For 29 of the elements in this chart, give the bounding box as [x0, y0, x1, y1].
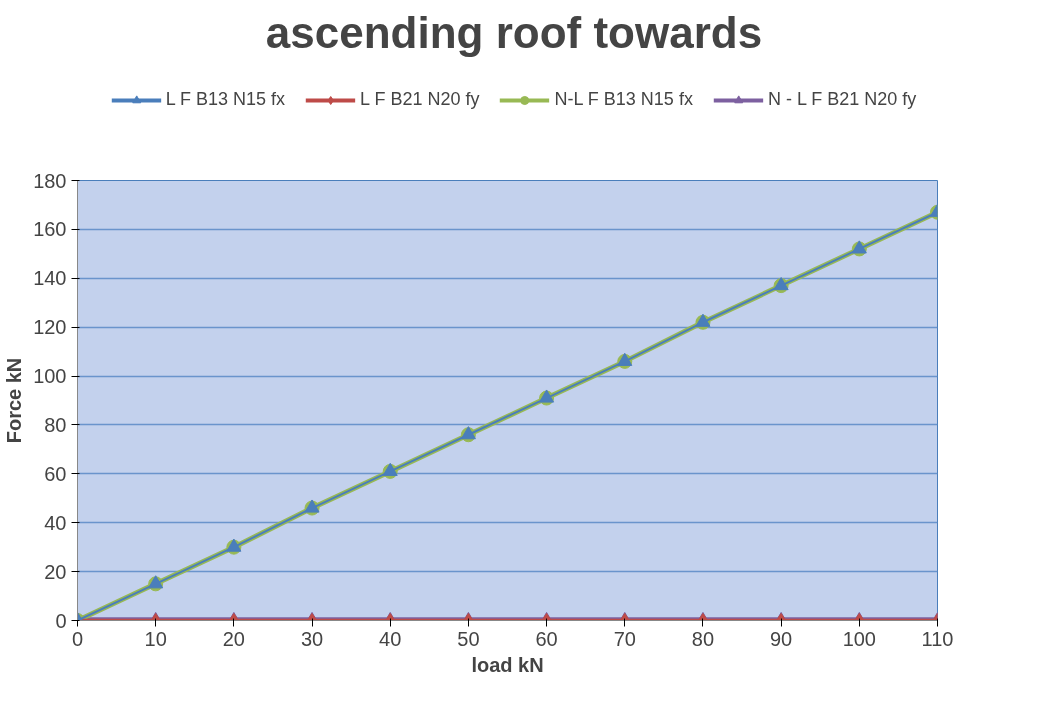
x-axis-title: load kN [471, 653, 544, 676]
y-tick-label: 120 [33, 316, 67, 339]
y-tick-label: 100 [33, 365, 67, 388]
x-tick-label: 110 [921, 627, 954, 650]
y-tick-label: 0 [55, 609, 67, 632]
y-tick-label: 180 [33, 169, 67, 192]
y-tick-label: 60 [44, 462, 67, 485]
legend-label: L F B21 N20 fy [360, 89, 480, 110]
x-tick-label: 10 [144, 627, 167, 650]
x-tick-label: 60 [535, 627, 558, 650]
y-tick-label: 80 [44, 413, 67, 436]
x-tick-label: 40 [379, 627, 402, 650]
legend-label: L F B13 N15 fx [165, 89, 286, 110]
x-tick-label: 20 [222, 627, 245, 650]
y-axis-title: Force kN [3, 357, 26, 444]
y-tick-label: 140 [33, 267, 67, 290]
legend-label: N - L F B21 N20 fy [767, 89, 917, 110]
x-tick-label: 70 [613, 627, 636, 650]
x-tick-label: 80 [691, 627, 715, 650]
x-tick-label: 50 [457, 627, 480, 650]
y-tick-label: 20 [44, 560, 67, 583]
y-tick-label: 40 [44, 511, 67, 534]
x-tick-label: 30 [300, 627, 324, 650]
y-tick-label: 160 [33, 218, 67, 241]
legend-label: N-L F B13 N15 fx [554, 89, 693, 110]
x-tick-label: 100 [842, 627, 877, 650]
x-tick-label: 90 [770, 627, 793, 650]
x-tick-label: 0 [71, 627, 84, 650]
chart-title: ascending roof towards [265, 7, 763, 57]
